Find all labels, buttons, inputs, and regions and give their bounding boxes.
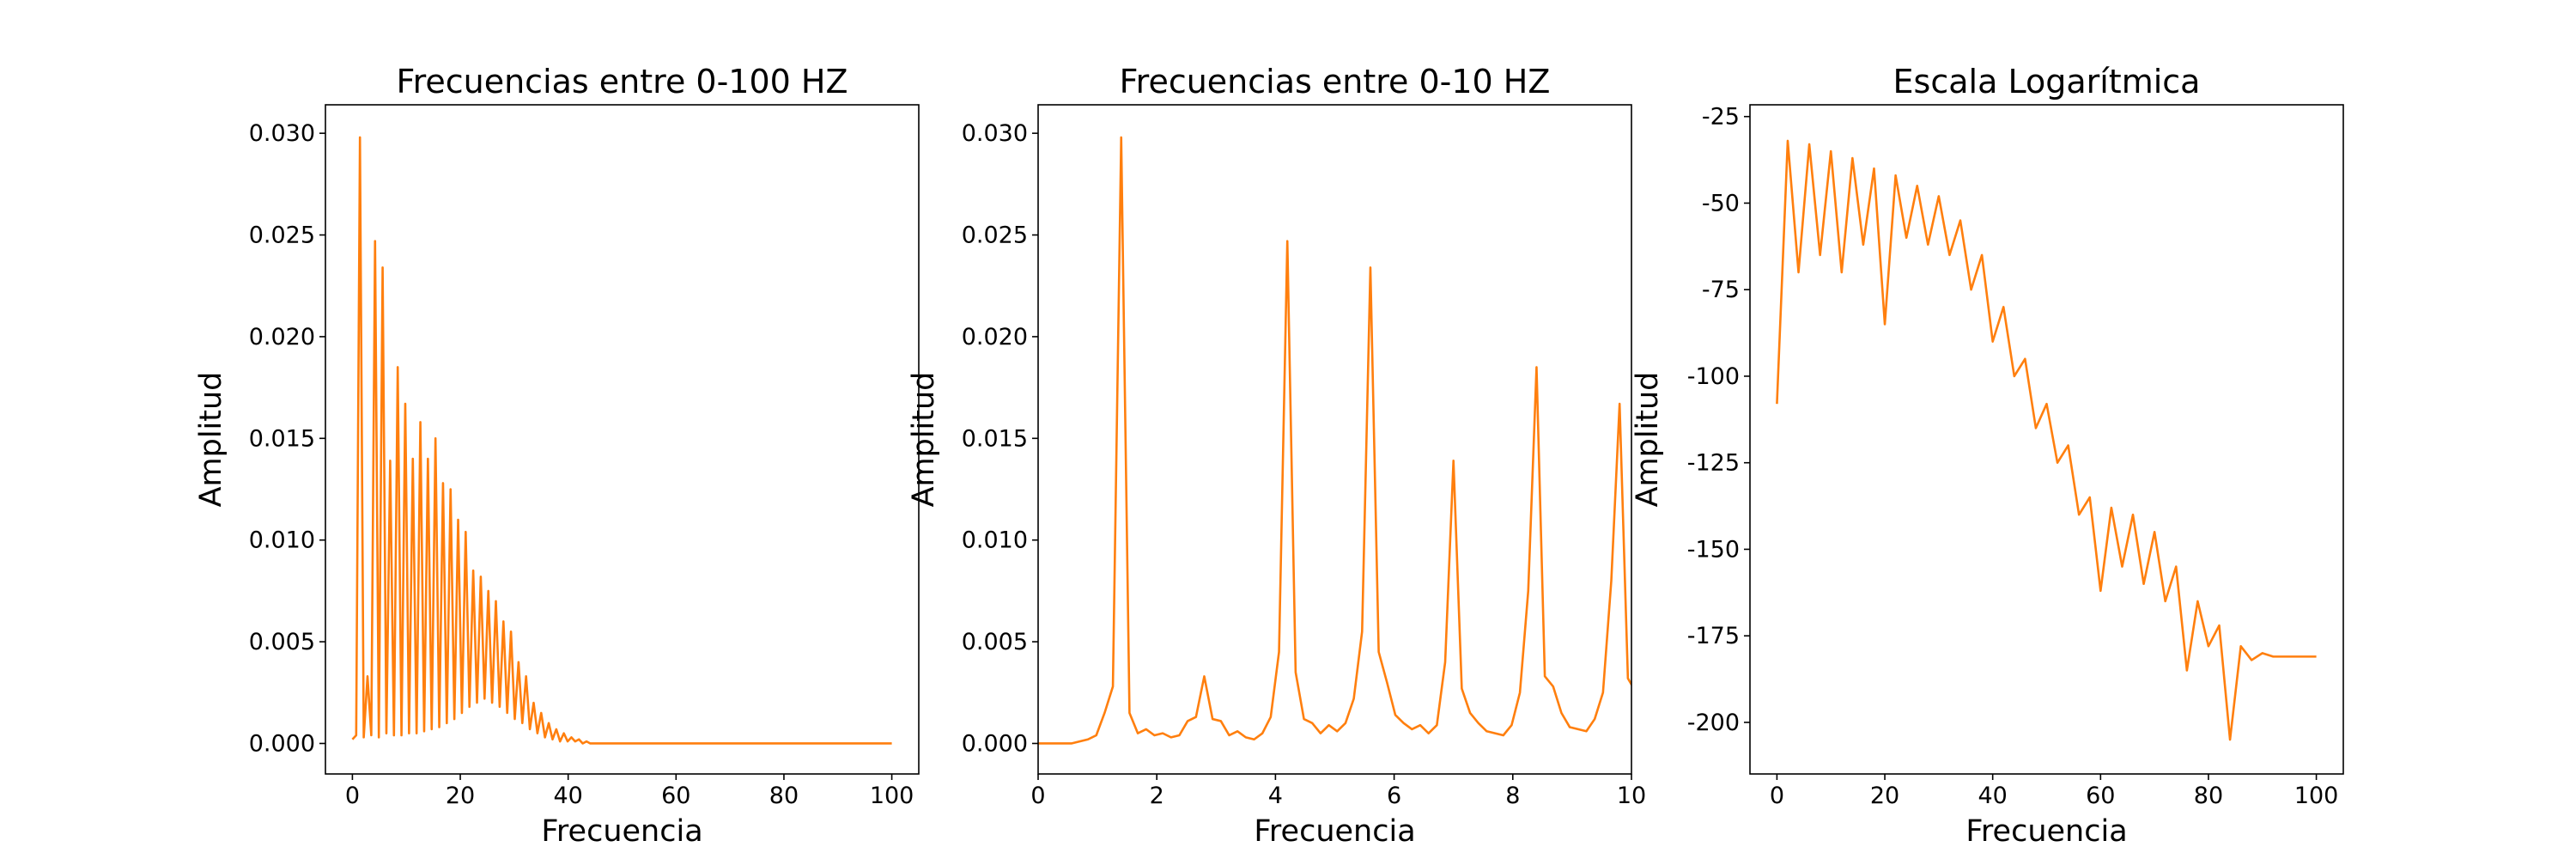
y-axis-label: Amplitud bbox=[907, 372, 941, 508]
y-tick-label: -150 bbox=[1687, 536, 1740, 563]
x-axis-label: Frecuencia bbox=[1254, 814, 1415, 849]
subplot: 0 20 40 60 80 100 -200 -175 -150 -125 -100 -75 -50 -2… bbox=[1631, 63, 2344, 849]
data-line bbox=[351, 136, 892, 745]
axes-frame bbox=[325, 104, 920, 775]
x-axis-label: Frecuencia bbox=[1965, 814, 2127, 849]
x-tick-label: 0 bbox=[1770, 783, 1784, 809]
x-tick-label: 4 bbox=[1268, 783, 1283, 809]
y-tick-label: -25 bbox=[1702, 104, 1740, 131]
y-tick-label: 0.000 bbox=[962, 730, 1028, 757]
y-axis-label: Amplitud bbox=[194, 372, 228, 508]
data-line bbox=[1038, 136, 1631, 745]
y-tick-label: 0.005 bbox=[962, 629, 1028, 655]
x-tick-label: 0 bbox=[1030, 783, 1045, 809]
x-tick-label: 0 bbox=[345, 783, 360, 809]
subplot: 0 20 40 60 80 100 0.000 0.005 0.010 0.015 0.020 0.0… bbox=[194, 63, 920, 849]
subplot: 0 2 4 6 8 10 0.000 0.005 0.010 0.015 0.020 0.025 0.0… bbox=[907, 63, 1646, 849]
x-tick-label: 100 bbox=[870, 783, 914, 809]
y-tick-label: 0.030 bbox=[249, 120, 315, 147]
y-tick-label: 0.030 bbox=[962, 120, 1028, 147]
data-line bbox=[1776, 139, 2317, 741]
y-tick-label: 0.015 bbox=[962, 425, 1028, 452]
y-tick-label: -125 bbox=[1687, 450, 1740, 477]
x-tick-label: 10 bbox=[1617, 783, 1646, 809]
subplot-title: Frecuencias entre 0-100 HZ bbox=[396, 63, 848, 101]
x-tick-label: 2 bbox=[1150, 783, 1164, 809]
x-tick-label: 60 bbox=[2086, 783, 2115, 809]
subplot-title: Escala Logarítmica bbox=[1893, 63, 2201, 101]
x-axis-label: Frecuencia bbox=[541, 814, 702, 849]
y-tick-label: 0.010 bbox=[962, 527, 1028, 554]
y-tick-label: 0.020 bbox=[249, 324, 315, 350]
x-tick-label: 20 bbox=[1870, 783, 1899, 809]
x-tick-label: 80 bbox=[769, 783, 799, 809]
x-tick-label: 8 bbox=[1505, 783, 1520, 809]
y-tick-label: 0.010 bbox=[249, 527, 315, 554]
y-tick-label: -175 bbox=[1687, 623, 1740, 649]
axes-frame bbox=[1037, 104, 1632, 775]
x-tick-label: 100 bbox=[2294, 783, 2339, 809]
x-tick-label: 80 bbox=[2194, 783, 2223, 809]
y-tick-label: 0.025 bbox=[962, 222, 1028, 249]
x-tick-label: 20 bbox=[446, 783, 475, 809]
y-tick-label: -200 bbox=[1687, 710, 1740, 736]
y-tick-label: 0.025 bbox=[249, 222, 315, 249]
x-tick-label: 40 bbox=[554, 783, 583, 809]
y-axis-label: Amplitud bbox=[1631, 372, 1665, 508]
x-tick-label: 60 bbox=[661, 783, 690, 809]
y-tick-label: -50 bbox=[1702, 190, 1740, 216]
x-tick-label: 40 bbox=[1978, 783, 2008, 809]
y-tick-label: -100 bbox=[1687, 363, 1740, 390]
y-tick-label: 0.020 bbox=[962, 324, 1028, 350]
subplot-title: Frecuencias entre 0-10 HZ bbox=[1120, 63, 1551, 101]
axes-frame bbox=[1749, 104, 2344, 775]
y-tick-label: -75 bbox=[1702, 277, 1740, 303]
x-tick-label: 6 bbox=[1387, 783, 1401, 809]
y-tick-label: 0.000 bbox=[249, 730, 315, 757]
y-tick-label: 0.005 bbox=[249, 629, 315, 655]
y-tick-label: 0.015 bbox=[249, 425, 315, 452]
